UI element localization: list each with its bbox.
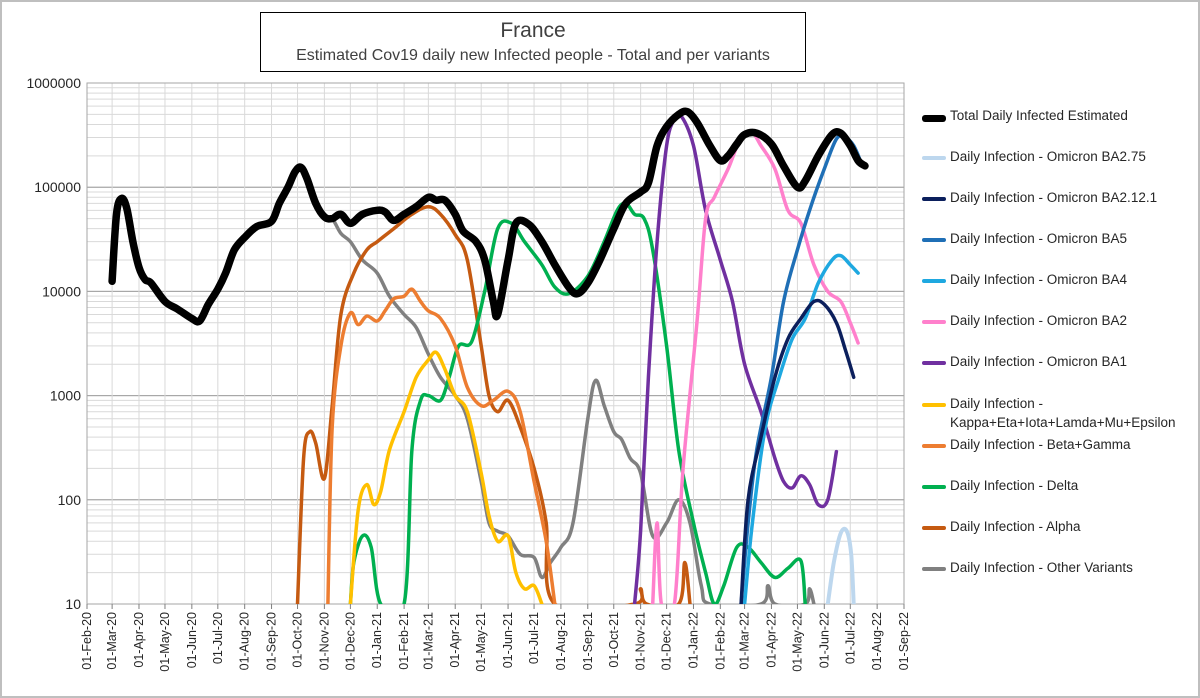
legend-swatch (922, 361, 946, 365)
x-tick-label: 01-Feb-21 (397, 612, 411, 670)
legend-item: Daily Infection - Alpha (922, 517, 1190, 536)
legend-label: Daily Infection - Alpha (950, 519, 1081, 534)
x-tick-label: 01-Mar-21 (421, 612, 435, 670)
legend-item: Daily Infection - Beta+Gamma (922, 435, 1190, 454)
legend-label: Daily Infection - Omicron BA1 (950, 354, 1128, 369)
series-lines (108, 107, 869, 604)
legend-label: Daily Infection - Omicron BA4 (950, 272, 1128, 287)
series-line-daily-infection-omicron-ba1 (632, 112, 839, 604)
y-tick-label: 1000000 (26, 75, 81, 91)
x-tick-label: 01-Sep-21 (581, 612, 595, 670)
chart-subtitle: Estimated Cov19 daily new Infected peopl… (296, 47, 770, 64)
legend-item: Daily Infection - Kappa+Eta+Iota+Lamda+M… (922, 394, 1190, 432)
legend-item: Daily Infection - Omicron BA4 (922, 270, 1190, 289)
x-tick-label: 01-Apr-21 (448, 612, 462, 668)
x-tick-label: 01-Jan-21 (370, 612, 384, 668)
legend-item: Daily Infection - Omicron BA2 (922, 311, 1190, 330)
legend-item: Daily Infection - Omicron BA1 (922, 352, 1190, 371)
legend-label: Daily Infection - Omicron BA2 (950, 313, 1128, 328)
axes: 10 100 1000 10000 100000 1000000 01-Feb-20 01-M… (26, 75, 911, 672)
x-tick-label: 01-May-21 (474, 612, 488, 672)
series-line-daily-infection-omicron-ba2 (650, 130, 860, 604)
x-tick-label: 01-Mar-22 (738, 612, 752, 670)
x-tick-label: 01-Jul-20 (211, 612, 225, 664)
legend-swatch (922, 403, 946, 407)
legend-label: Daily Infection - Delta (950, 478, 1079, 493)
y-tick-label: 10000 (42, 283, 81, 299)
x-tick-label: 01-Jun-20 (185, 612, 199, 668)
legend-item: Daily Infection - Delta (922, 476, 1190, 495)
x-tick-label: 01-Dec-21 (660, 612, 674, 670)
series-line-total-daily-infected-estimated (109, 108, 868, 325)
series-line-daily-infection-omicron-ba2-12-1 (739, 298, 856, 604)
x-tick-label: 01-Aug-21 (554, 612, 568, 670)
series-line-daily-infection-kappa-eta-iota-lamda-mu-epsilon (348, 350, 544, 604)
plot-border (86, 82, 905, 605)
x-tick-label: 01-Jun-22 (817, 612, 831, 668)
chart-title: France (500, 19, 566, 42)
x-tick-label: 01-Nov-20 (317, 612, 331, 670)
legend-swatch (922, 567, 946, 571)
legend-label: Daily Infection - Other Variants (950, 560, 1133, 575)
legend-swatch (922, 485, 946, 489)
legend-swatch (922, 115, 946, 122)
legend-swatch (922, 320, 946, 324)
x-tick-label: 01-Oct-21 (607, 612, 621, 668)
x-tick-label: 01-Jul-21 (527, 612, 541, 664)
series-line-daily-infection-omicron-ba5 (739, 134, 865, 604)
legend-item: Daily Infection - Omicron BA5 (922, 229, 1190, 248)
series-line-daily-infection-delta (348, 201, 807, 604)
series-line-daily-infection-omicron-ba4 (742, 253, 860, 604)
y-tick-label: 100 (58, 492, 82, 508)
x-tick-label: 01-Dec-20 (343, 612, 357, 670)
x-tick-label: 01-Feb-22 (713, 612, 727, 670)
legend-item: Daily Infection - Omicron BA2.12.1 (922, 188, 1190, 207)
legend-swatch (922, 444, 946, 448)
chart-title-box: France Estimated Cov19 daily new Infecte… (260, 12, 806, 72)
x-tick-label: 01-Apr-20 (132, 612, 146, 668)
series-group (108, 107, 869, 604)
x-tick-label: 01-Oct-20 (291, 612, 305, 668)
legend-label: Daily Infection - Kappa+Eta+Iota+Lamda+M… (950, 396, 1176, 430)
legend-item: Daily Infection - Omicron BA2.75 (922, 147, 1190, 166)
legend-label: Daily Infection - Omicron BA2.75 (950, 149, 1146, 164)
legend-swatch (922, 279, 946, 283)
legend-swatch (922, 238, 946, 242)
x-tick-label: 01-May-20 (158, 612, 172, 672)
x-tick-label: 01-Feb-20 (80, 612, 94, 670)
legend-swatch (922, 156, 946, 160)
y-tick-label: 10 (65, 596, 81, 612)
series-line-daily-infection-beta-gamma (326, 287, 557, 604)
x-tick-label: 01-May-22 (790, 612, 804, 672)
series-line-daily-infection-alpha (295, 204, 692, 604)
x-tick-label: 01-Jul-22 (843, 612, 857, 664)
legend-item: Daily Infection - Other Variants (922, 558, 1190, 577)
legend-label: Daily Infection - Omicron BA2.12.1 (950, 190, 1158, 205)
x-tick-label: 01-Jan-22 (686, 612, 700, 668)
y-tick-label: 1000 (50, 388, 81, 404)
legend-swatch (922, 526, 946, 530)
series-line-daily-infection-omicron-ba2-75 (825, 526, 856, 604)
x-tick-label: 01-Aug-20 (238, 612, 252, 670)
legend-label: Daily Infection - Beta+Gamma (950, 437, 1131, 452)
x-tick-label: 01-Sep-22 (897, 612, 911, 670)
x-tick-label: 01-Nov-21 (634, 612, 648, 670)
legend-label: Total Daily Infected Estimated (950, 108, 1128, 123)
x-tick-label: 01-Apr-22 (764, 612, 778, 668)
x-tick-label: 01-Mar-20 (105, 612, 119, 670)
x-tick-label: 01-Jun-21 (501, 612, 515, 668)
legend-label: Daily Infection - Omicron BA5 (950, 231, 1128, 246)
y-tick-label: 100000 (34, 179, 81, 195)
legend-swatch (922, 197, 946, 201)
legend-item: Total Daily Infected Estimated (922, 106, 1190, 125)
x-tick-label: 01-Sep-20 (265, 612, 279, 670)
x-tick-label: 01-Aug-22 (870, 612, 884, 670)
